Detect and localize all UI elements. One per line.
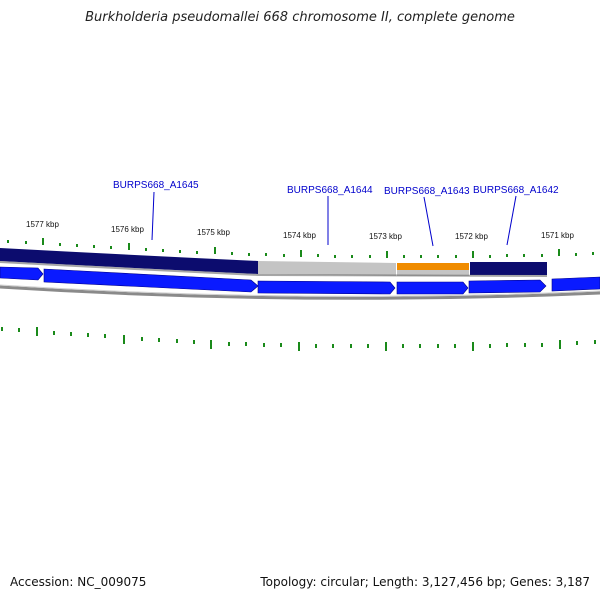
genome-stats-text: Topology: circular; Length: 3,127,456 bp… bbox=[260, 575, 590, 589]
gene-label-a1644[interactable]: BURPS668_A1644 bbox=[287, 185, 373, 196]
genome-title: Burkholderia pseudomallei 668 chromosome… bbox=[85, 10, 515, 25]
band-gray-a1643-lower bbox=[397, 270, 469, 276]
kbp-label: 1575 kbp bbox=[197, 228, 230, 237]
kbp-labels: 1577 kbp 1576 kbp 1575 kbp 1574 kbp 1573… bbox=[26, 220, 574, 241]
kbp-label: 1571 kbp bbox=[541, 231, 574, 240]
gene-arrow-a1644[interactable] bbox=[257, 280, 396, 295]
kbp-label: 1573 kbp bbox=[369, 232, 402, 241]
kbp-label: 1572 kbp bbox=[455, 232, 488, 241]
gene-arrow-a1645[interactable] bbox=[43, 268, 259, 293]
band-navy-a1645[interactable] bbox=[0, 248, 258, 274]
backbone-line bbox=[0, 285, 600, 300]
leader-line-a1642 bbox=[506, 195, 517, 246]
band-navy-a1642[interactable] bbox=[470, 262, 547, 275]
accession-text: Accession: NC_009075 bbox=[10, 575, 147, 589]
leader-line-a1643 bbox=[423, 196, 434, 247]
band-gray-a1644[interactable] bbox=[258, 261, 396, 276]
leader-line-a1645 bbox=[151, 191, 155, 241]
band-shadow bbox=[0, 261, 547, 277]
lower-ticks bbox=[1, 327, 596, 351]
gene-labels: BURPS668_A1645 BURPS668_A1644 BURPS668_A… bbox=[113, 180, 559, 197]
gene-arrow-a1643[interactable] bbox=[396, 281, 469, 295]
gene-arrow-right[interactable] bbox=[551, 276, 600, 292]
gene-label-a1645[interactable]: BURPS668_A1645 bbox=[113, 180, 199, 191]
gene-label-leaders bbox=[151, 191, 517, 247]
gene-arrow-1[interactable] bbox=[0, 266, 44, 281]
gene-label-a1642[interactable]: BURPS668_A1642 bbox=[473, 185, 559, 196]
backbone-highlight bbox=[0, 284, 600, 297]
gene-label-a1643[interactable]: BURPS668_A1643 bbox=[384, 186, 470, 197]
kbp-label: 1574 kbp bbox=[283, 231, 316, 240]
gene-arrow-a1642[interactable] bbox=[468, 279, 547, 294]
upper-ticks bbox=[7, 238, 594, 258]
band-orange-a1643[interactable] bbox=[397, 263, 469, 270]
kbp-label: 1577 kbp bbox=[26, 220, 59, 229]
kbp-label: 1576 kbp bbox=[111, 225, 144, 234]
